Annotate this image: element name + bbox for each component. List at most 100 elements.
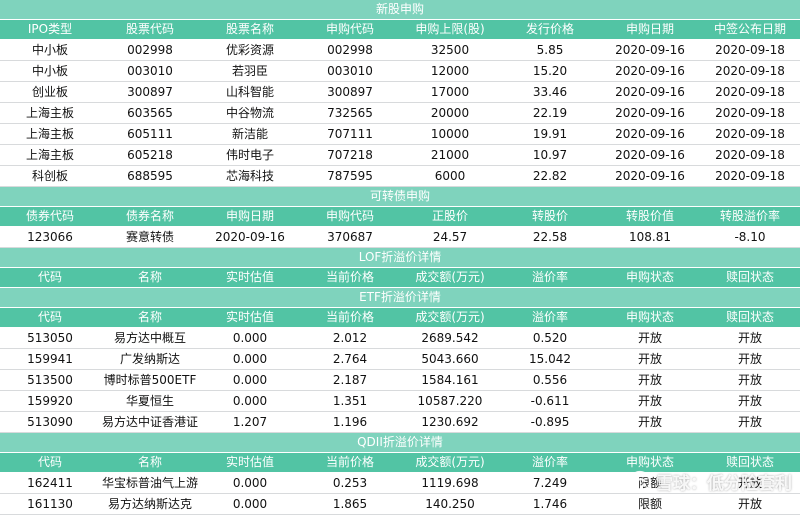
table-cell: 17000	[430, 85, 470, 99]
table-cell: 0.000	[232, 373, 268, 387]
column-header: 溢价率	[531, 270, 568, 284]
table-row: 上海主板 605111 新洁能 707111 10000 19.91 2020-09-16 2…	[0, 124, 800, 145]
column-header: 债券代码	[25, 209, 74, 223]
column-header: 申购代码	[325, 22, 374, 36]
table-cell: 19.91	[532, 127, 568, 141]
column-header: 转股价值	[625, 209, 674, 223]
column-header: 实时估值	[225, 310, 274, 324]
table-cell: 513050	[27, 331, 73, 345]
table-cell: 33.46	[532, 85, 568, 99]
table-cell: 开放	[637, 373, 662, 387]
table-cell: 中谷物流	[225, 106, 274, 120]
column-header: 赎回状态	[725, 310, 774, 324]
table-cell: -0.895	[530, 415, 570, 429]
table-cell: 开放	[637, 331, 662, 345]
column-header: 当前价格	[325, 310, 374, 324]
table-cell: 513090	[27, 415, 73, 429]
table-cell: 科创板	[31, 169, 68, 183]
table-cell: 山科智能	[225, 85, 274, 99]
table-cell: 0.000	[232, 476, 268, 490]
table-row: 159920 华夏恒生 0.000 1.351 10587.220 -0.611 开放 开放	[0, 391, 800, 412]
table-cell: 300897	[127, 85, 173, 99]
table-cell: 上海主板	[25, 106, 74, 120]
table-body-ipo: 中小板 002998 优彩资源 002998 32500 5.85 2020-09-16 20…	[0, 40, 800, 187]
section-title-bond: 可转债申购	[0, 187, 800, 207]
table-cell: -8.10	[734, 230, 766, 244]
column-header: 赎回状态	[725, 270, 774, 284]
table-cell: 限额	[637, 476, 662, 490]
column-header: 代码	[37, 270, 62, 284]
column-header: 赎回状态	[725, 455, 774, 469]
column-header: 溢价率	[531, 455, 568, 469]
table-cell: 2020-09-16	[615, 148, 685, 162]
table-cell: 1119.698	[421, 476, 479, 490]
table-cell: 605111	[127, 127, 173, 141]
table-cell: 2020-09-18	[715, 169, 785, 183]
table-cell: 2020-09-16	[215, 230, 285, 244]
table-cell: 0.520	[532, 331, 568, 345]
table-row: 中小板 003010 若羽臣 003010 12000 15.20 2020-09-16 20…	[0, 61, 800, 82]
column-header: 成交额(万元)	[415, 455, 485, 469]
table-cell: 003010	[327, 64, 373, 78]
table-cell: 赛意转债	[125, 230, 174, 244]
table-cell: 开放	[637, 394, 662, 408]
table-cell: 22.19	[532, 106, 568, 120]
column-header: 中签公布日期	[713, 22, 786, 36]
table-cell: 开放	[737, 331, 762, 345]
column-header: 实时估值	[225, 455, 274, 469]
column-header: 名称	[137, 310, 162, 324]
table-cell: 15.20	[532, 64, 568, 78]
column-header: 申购状态	[625, 270, 674, 284]
table-cell: 2020-09-18	[715, 106, 785, 120]
table-cell: 22.58	[532, 230, 568, 244]
table-cell: 2020-09-16	[615, 64, 685, 78]
table-body-bond: 123066 赛意转债 2020-09-16 370687 24.57 22.58 108.…	[0, 227, 800, 248]
table-row: 513500 博时标普500ETF 0.000 2.187 1584.161 0.556 开…	[0, 370, 800, 391]
table-cell: 10587.220	[417, 394, 483, 408]
table-cell: 10000	[430, 127, 470, 141]
table-row: 513090 易方达中证香港证 1.207 1.196 1230.692 -0.895 开放…	[0, 412, 800, 433]
table-row: 123066 赛意转债 2020-09-16 370687 24.57 22.58 108.…	[0, 227, 800, 248]
column-header: 申购日期	[625, 22, 674, 36]
table-cell: 0.556	[532, 373, 568, 387]
table-cell: 24.57	[432, 230, 468, 244]
column-header: IPO类型	[27, 22, 73, 36]
table-cell: 003010	[127, 64, 173, 78]
table-cell: 707218	[327, 148, 373, 162]
table-cell: 2020-09-18	[715, 148, 785, 162]
table-cell: 0.000	[232, 331, 268, 345]
table-cell: 2.764	[332, 352, 368, 366]
table-cell: 易方达中证香港证	[101, 415, 198, 429]
table-cell: 5043.660	[421, 352, 479, 366]
table-cell: 161130	[27, 497, 73, 511]
table-cell: 1230.692	[421, 415, 479, 429]
table-cell: 162411	[27, 476, 73, 490]
column-header: 代码	[37, 310, 62, 324]
table-cell: 7.249	[532, 476, 568, 490]
table-cell: 新洁能	[231, 127, 268, 141]
table-cell: 华夏恒生	[125, 394, 174, 408]
table-body-qdii: 162411 华宝标普油气上游 0.000 0.253 1119.698 7.249 限额开…	[0, 473, 800, 515]
table-cell: 开放	[637, 352, 662, 366]
table-cell: 中小板	[31, 43, 68, 57]
table-row: 上海主板 605218 伟时电子 707218 21000 10.97 2020-09-16…	[0, 145, 800, 166]
column-header: 股票名称	[225, 22, 274, 36]
table-cell: 707111	[327, 127, 373, 141]
table-row: 161130 易方达纳斯达克 0.000 1.865 140.250 1.746 限额 开放	[0, 494, 800, 515]
table-cell: 2020-09-18	[715, 85, 785, 99]
table-cell: 若羽臣	[231, 64, 268, 78]
table-cell: 32500	[430, 43, 470, 57]
table-cell: 22.82	[532, 169, 568, 183]
table-cell: 广发纳斯达	[119, 352, 180, 366]
table-cell: 002998	[327, 43, 373, 57]
column-header: 成交额(万元)	[415, 310, 485, 324]
table-cell: 732565	[327, 106, 373, 120]
table-cell: 6000	[434, 169, 466, 183]
table-cell: 370687	[327, 230, 373, 244]
table-cell: 开放	[737, 394, 762, 408]
table-cell: 优彩资源	[225, 43, 274, 57]
table-cell: 159920	[27, 394, 73, 408]
column-header: 成交额(万元)	[415, 270, 485, 284]
table-cell: 5.85	[536, 43, 564, 57]
